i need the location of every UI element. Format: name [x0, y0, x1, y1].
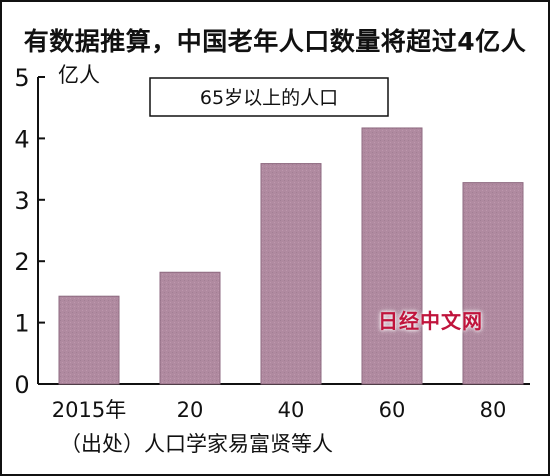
x-tick-label: 80	[480, 398, 507, 422]
x-tick-label: 20	[177, 398, 204, 422]
bar-3	[361, 127, 423, 385]
unit-label: 亿人	[58, 63, 100, 87]
bar-2	[260, 163, 322, 385]
bar-0	[58, 295, 120, 385]
x-tick-label: 2015年	[52, 398, 126, 422]
y-tick-label: 5	[14, 64, 29, 92]
legend: 65岁以上的人口	[149, 77, 389, 117]
y-tick-label: 4	[14, 125, 29, 153]
y-tick-label: 0	[14, 371, 29, 399]
bar-1	[159, 271, 221, 385]
y-tick-label: 1	[14, 310, 29, 338]
watermark-logo: 日经中文网	[378, 309, 483, 333]
bar-4	[462, 182, 524, 385]
legend-label: 65岁以上的人口	[200, 87, 338, 109]
legend-box	[149, 77, 389, 117]
y-tick-label: 3	[14, 187, 29, 215]
x-tick-label: 40	[278, 398, 305, 422]
x-tick-label: 60	[379, 398, 406, 422]
y-tick-label: 2	[14, 248, 29, 276]
source-note: （出处）人口学家易富贤等人	[60, 432, 333, 456]
chart-title: 有数据推算，中国老年人口数量将超过4亿人	[23, 27, 527, 56]
